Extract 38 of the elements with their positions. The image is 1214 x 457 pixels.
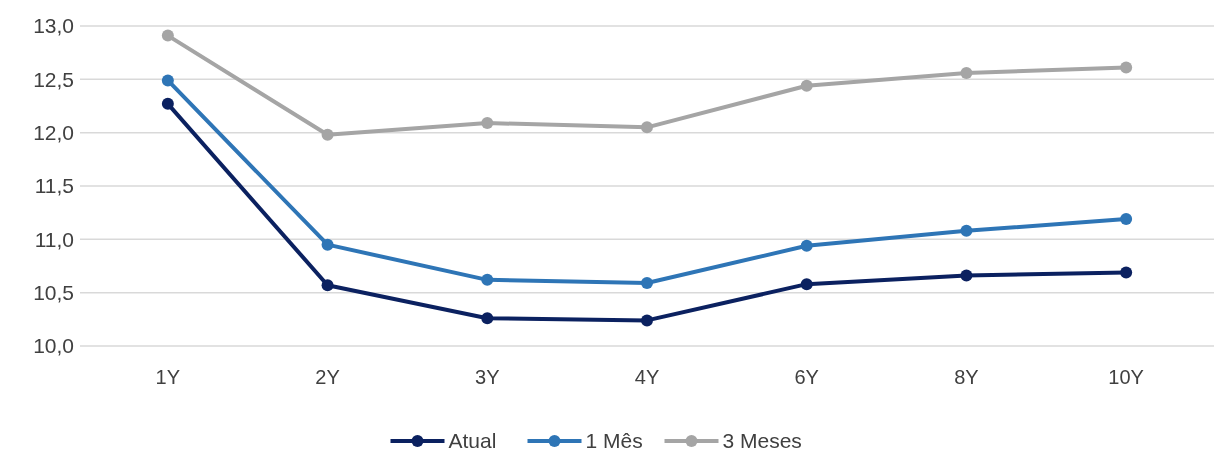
point <box>1120 61 1133 74</box>
y-tick-label: 10,0 <box>33 334 74 358</box>
point <box>321 279 334 292</box>
legend-label: Atual <box>448 429 497 453</box>
x-tick-label: 1Y <box>155 366 181 388</box>
point <box>960 224 973 237</box>
point <box>161 29 174 42</box>
point <box>1120 266 1133 279</box>
point <box>641 314 653 327</box>
point <box>641 121 653 134</box>
x-tick-label: 8Y <box>954 366 979 388</box>
y-tick-label: 11,5 <box>34 174 74 198</box>
y-tick-label: 11,0 <box>34 227 74 251</box>
point <box>161 74 174 87</box>
y-tick-label: 12,0 <box>33 121 74 145</box>
x-tick-label: 6Y <box>794 366 819 388</box>
point <box>960 66 973 79</box>
legend-label: 1 Mês <box>585 429 643 453</box>
y-tick-label: 10,5 <box>33 281 74 305</box>
point <box>321 128 334 141</box>
point <box>800 239 813 252</box>
point <box>800 79 813 92</box>
y-tick-label: 13,0 <box>33 14 74 38</box>
x-tick-label: 2Y <box>315 366 340 388</box>
point <box>481 117 494 130</box>
legend-label: 3 Meses <box>722 429 802 453</box>
point <box>800 278 813 291</box>
x-tick-label: 4Y <box>634 366 660 388</box>
point <box>321 238 334 251</box>
point <box>481 312 494 325</box>
x-tick-label: 10Y <box>1108 366 1144 388</box>
point <box>481 273 494 286</box>
point <box>641 277 653 290</box>
point <box>960 269 973 282</box>
point <box>161 97 174 110</box>
y-tick-label: 12,5 <box>33 67 74 91</box>
point <box>1120 213 1133 226</box>
x-tick-label: 3Y <box>475 366 500 388</box>
